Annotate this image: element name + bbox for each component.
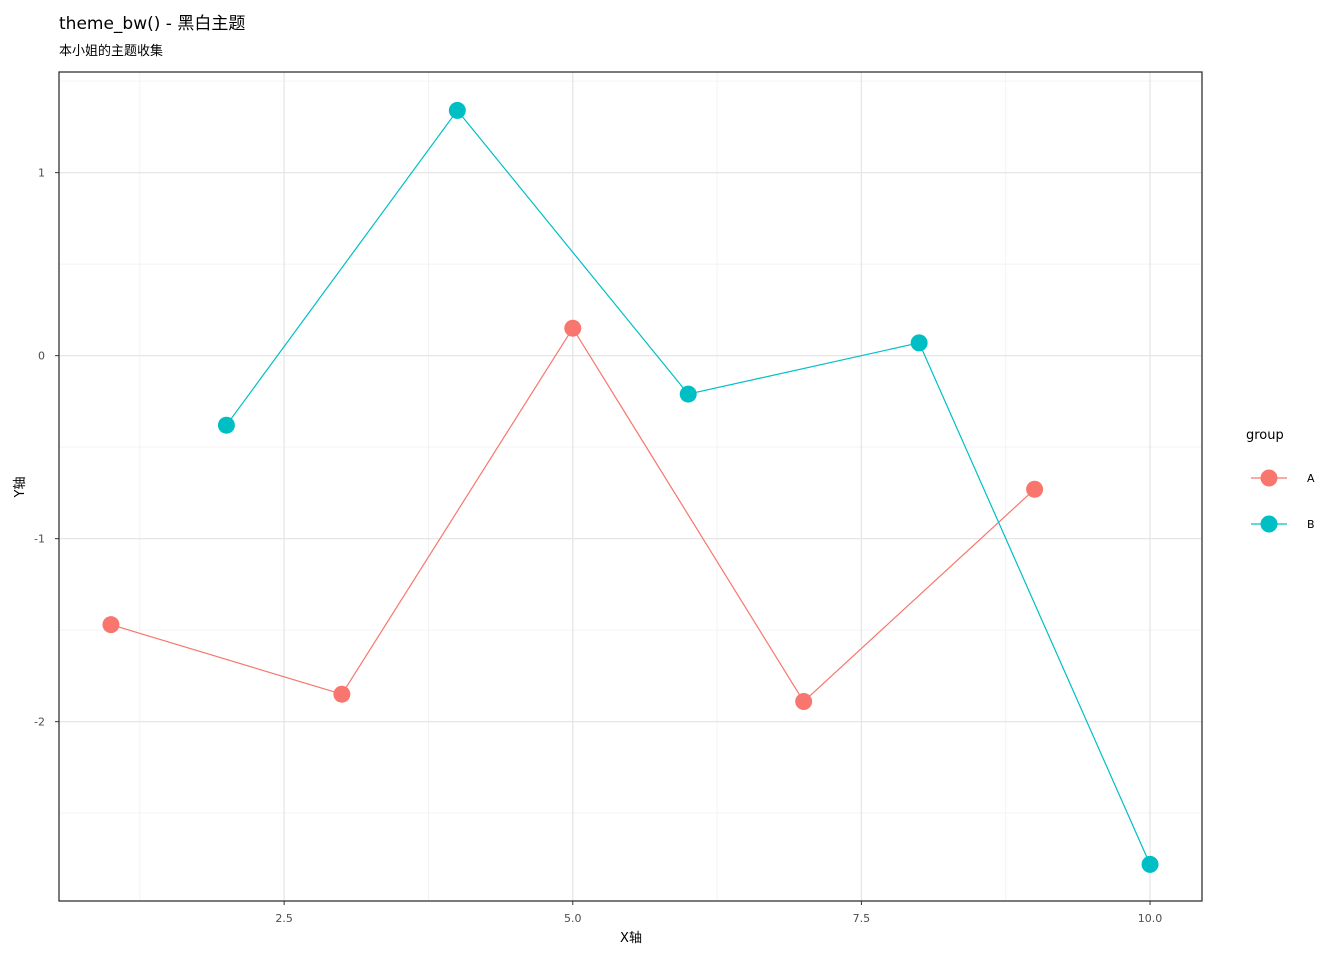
- legend-item-A: A: [1251, 469, 1315, 487]
- y-axis-title: Y轴: [13, 477, 28, 499]
- data-point-B: [910, 334, 928, 352]
- chart-title: theme_bw() - 黑白主题: [59, 14, 246, 34]
- legend-label: A: [1307, 472, 1315, 485]
- x-tick-label: 2.5: [275, 912, 293, 925]
- axis-ticks: [55, 172, 1151, 905]
- legend-key: [1260, 469, 1278, 487]
- legend: group A B: [1246, 428, 1315, 533]
- y-tick-label: 0: [38, 350, 45, 363]
- series-layer: [102, 101, 1159, 873]
- data-point-B: [679, 385, 697, 403]
- legend-title: group: [1246, 428, 1284, 443]
- data-point-A: [1026, 480, 1044, 498]
- data-point-A: [795, 693, 813, 711]
- y-tick-label: -2: [34, 716, 45, 729]
- data-point-B: [217, 416, 235, 434]
- data-point-B: [448, 101, 466, 119]
- panel-border: [58, 71, 1203, 902]
- y-tick-label: -1: [34, 533, 45, 546]
- series-line-B: [225, 109, 1151, 865]
- legend-key: [1260, 515, 1278, 533]
- x-tick-label: 5.0: [564, 912, 582, 925]
- data-point-A: [102, 616, 120, 634]
- x-tick-label: 7.5: [853, 912, 871, 925]
- axis-tick-labels: 2.5 5.0 7.5 10.0 -2 -1 0 1: [34, 167, 1162, 925]
- data-point-A: [564, 319, 582, 337]
- series-A: [102, 319, 1044, 711]
- y-tick-label: 1: [38, 167, 45, 180]
- data-point-A: [333, 685, 351, 703]
- legend-item-B: B: [1251, 515, 1315, 533]
- data-point-B: [1141, 855, 1159, 873]
- legend-label: B: [1307, 518, 1315, 531]
- series-B: [217, 101, 1159, 873]
- chart-subtitle: 本小姐的主题收集: [59, 44, 164, 59]
- major-gridlines: [59, 72, 1202, 901]
- x-tick-label: 10.0: [1138, 912, 1163, 925]
- x-axis-title: X轴: [620, 931, 642, 946]
- minor-gridlines: [59, 72, 1202, 901]
